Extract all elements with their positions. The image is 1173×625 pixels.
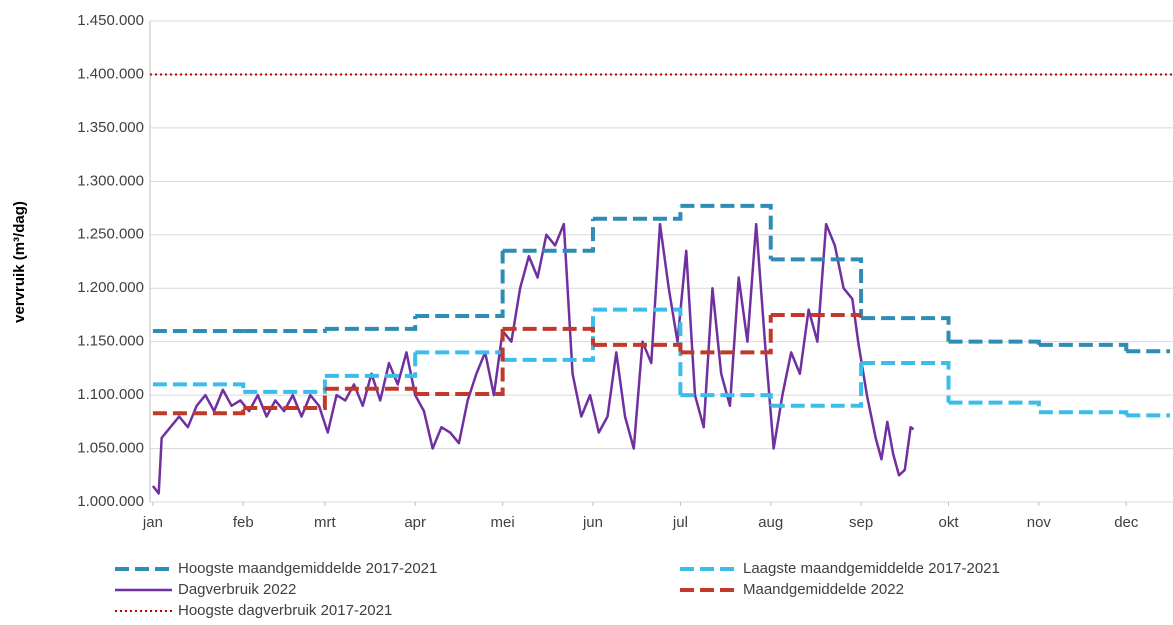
legend-label: Maandgemiddelde 2022	[743, 581, 904, 598]
x-tick-label: feb	[233, 514, 254, 531]
step-segment	[592, 205, 683, 221]
step-segment	[861, 361, 951, 403]
x-tick-label: jan	[142, 514, 163, 531]
x-tick-label: jul	[672, 514, 688, 531]
y-tick-label: 1.000.000	[77, 493, 144, 510]
step-segment	[324, 316, 418, 331]
step-segment	[502, 309, 595, 362]
step-segment	[415, 328, 505, 397]
step-segment	[1038, 410, 1129, 416]
step-segment	[324, 386, 418, 395]
y-tick-label: 1.450.000	[77, 12, 144, 29]
step-segment	[415, 350, 505, 360]
step-segment	[324, 352, 418, 378]
step-segment	[243, 388, 327, 410]
step-segment	[592, 342, 683, 353]
x-tick-label: apr	[404, 514, 426, 531]
y-axis-title: vervruik (m³/dag)	[11, 201, 28, 323]
x-tick-label: okt	[939, 514, 960, 531]
x-tick-label: mei	[491, 514, 515, 531]
y-tick-label: 1.350.000	[77, 119, 144, 136]
y-tick-label: 1.250.000	[77, 226, 144, 243]
step-segment	[415, 250, 505, 319]
step-segment	[243, 375, 327, 394]
y-tick-label: 1.150.000	[77, 333, 144, 350]
step-segment	[502, 326, 595, 345]
legend-label: Hoogste dagverbruik 2017-2021	[178, 602, 392, 619]
daily-line	[151, 222, 915, 495]
y-tick-label: 1.300.000	[77, 172, 144, 189]
step-segment	[502, 218, 595, 253]
step-segment	[948, 400, 1041, 413]
step-segment	[770, 257, 864, 319]
x-tick-label: dec	[1114, 514, 1139, 531]
x-tick-label: jun	[582, 514, 603, 531]
x-tick-label: mrt	[314, 514, 336, 531]
y-tick-label: 1.100.000	[77, 386, 144, 403]
y-tick-label: 1.200.000	[77, 279, 144, 296]
step-segment	[1038, 342, 1129, 352]
step-segment	[680, 314, 773, 355]
legend-label: Laagste maandgemiddelde 2017-2021	[743, 560, 1000, 577]
y-tick-label: 1.400.000	[77, 65, 144, 82]
x-tick-label: aug	[758, 514, 783, 531]
legend-label: Hoogste maandgemiddelde 2017-2021	[178, 560, 437, 577]
y-tick-label: 1.050.000	[77, 440, 144, 457]
step-segment	[680, 203, 773, 260]
x-tick-label: sep	[849, 514, 873, 531]
step-segment	[680, 393, 773, 406]
legend-label: Dagverbruik 2022	[178, 581, 296, 598]
step-segment	[152, 407, 246, 416]
step-segment	[243, 328, 327, 333]
x-tick-label: nov	[1027, 514, 1052, 531]
step-segment	[861, 316, 951, 342]
step-segment	[770, 363, 864, 408]
step-segment	[592, 307, 683, 396]
step-segment	[152, 382, 246, 392]
